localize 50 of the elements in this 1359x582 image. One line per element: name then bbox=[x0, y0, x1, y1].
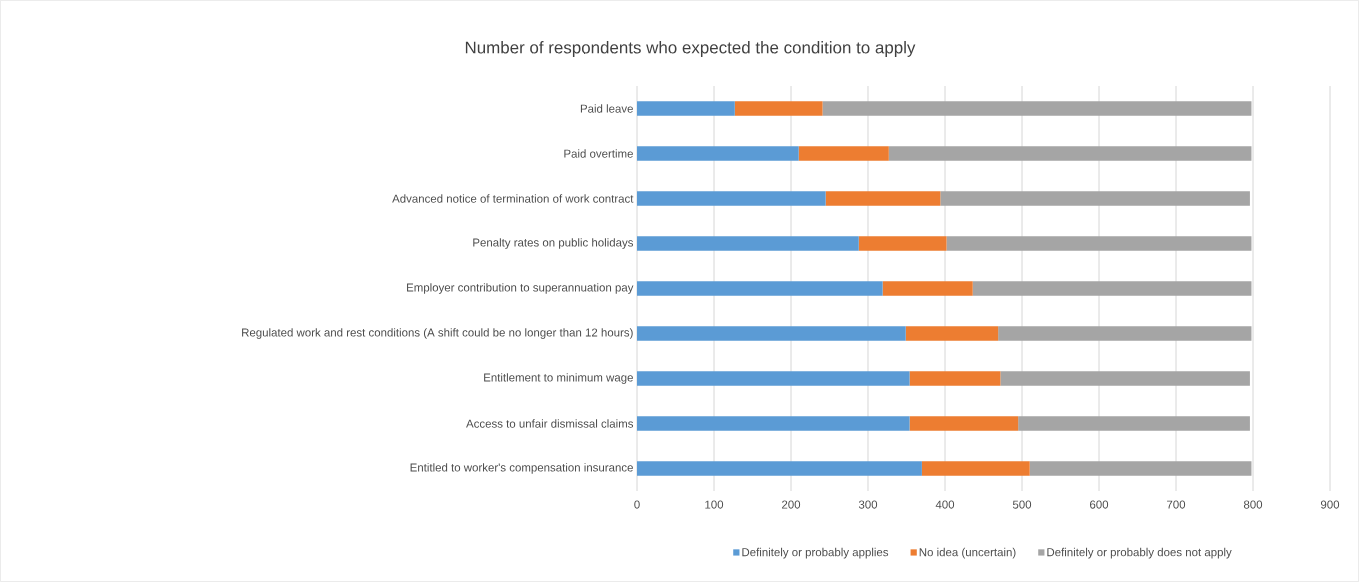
bar bbox=[940, 191, 1250, 206]
y-tick-label: Paid overtime bbox=[564, 149, 633, 158]
bar bbox=[637, 371, 910, 386]
bar bbox=[1000, 371, 1250, 386]
bar bbox=[637, 191, 826, 206]
legend-label: No idea (uncertain) bbox=[919, 547, 1016, 559]
bar bbox=[1018, 416, 1250, 431]
x-tick-label: 400 bbox=[935, 500, 955, 509]
bar bbox=[798, 146, 889, 161]
x-tick-label: 100 bbox=[705, 500, 724, 509]
x-tick-label: 800 bbox=[1243, 500, 1263, 509]
bar bbox=[882, 281, 973, 296]
bar bbox=[637, 461, 922, 476]
bar bbox=[637, 281, 883, 296]
bar bbox=[825, 191, 941, 206]
bar bbox=[637, 326, 906, 341]
bar bbox=[822, 101, 1252, 116]
x-tick-label: 900 bbox=[1320, 500, 1340, 509]
bar bbox=[637, 146, 799, 161]
bar bbox=[921, 461, 1030, 476]
y-tick-label: Entitlement to minimum wage bbox=[484, 373, 633, 384]
bar bbox=[637, 101, 735, 116]
bar bbox=[909, 416, 1019, 431]
bar bbox=[905, 326, 999, 341]
bar bbox=[637, 416, 910, 431]
bar bbox=[888, 146, 1252, 161]
y-tick-label: Regulated work and rest conditions (A shift could be no longer than 12 hours) bbox=[242, 328, 633, 339]
y-tick-label: Penalty rates on public holidays bbox=[473, 238, 634, 249]
x-tick-label: 600 bbox=[1090, 500, 1109, 509]
legend-label: Definitely or probably does not apply bbox=[1047, 547, 1232, 559]
y-tick-label: Employer contribution to superannuation pay bbox=[407, 283, 634, 294]
bar bbox=[946, 236, 1252, 251]
y-tick-label: Paid leave bbox=[580, 104, 633, 113]
x-tick-label: 300 bbox=[858, 500, 878, 509]
bar bbox=[1029, 461, 1252, 476]
bar bbox=[909, 371, 1001, 386]
bar bbox=[734, 101, 823, 116]
x-tick-label: 0 bbox=[634, 500, 640, 509]
x-tick-label: 200 bbox=[782, 500, 801, 509]
y-tick-label: Advanced notice of termination of work contract bbox=[392, 194, 634, 203]
x-tick-label: 700 bbox=[1167, 500, 1186, 509]
legend-label: Definitely or probably applies bbox=[742, 547, 889, 559]
x-tick-label: 500 bbox=[1012, 500, 1032, 509]
bar bbox=[858, 236, 947, 251]
bar bbox=[998, 326, 1252, 341]
y-tick-label: Access to unfair dismissal claims bbox=[466, 419, 634, 428]
chart-title: Number of respondents who expected the condition to apply bbox=[465, 41, 916, 57]
bar bbox=[972, 281, 1252, 296]
bar bbox=[637, 236, 859, 251]
y-tick-label: Entitled to worker's compensation insurance bbox=[410, 463, 633, 474]
